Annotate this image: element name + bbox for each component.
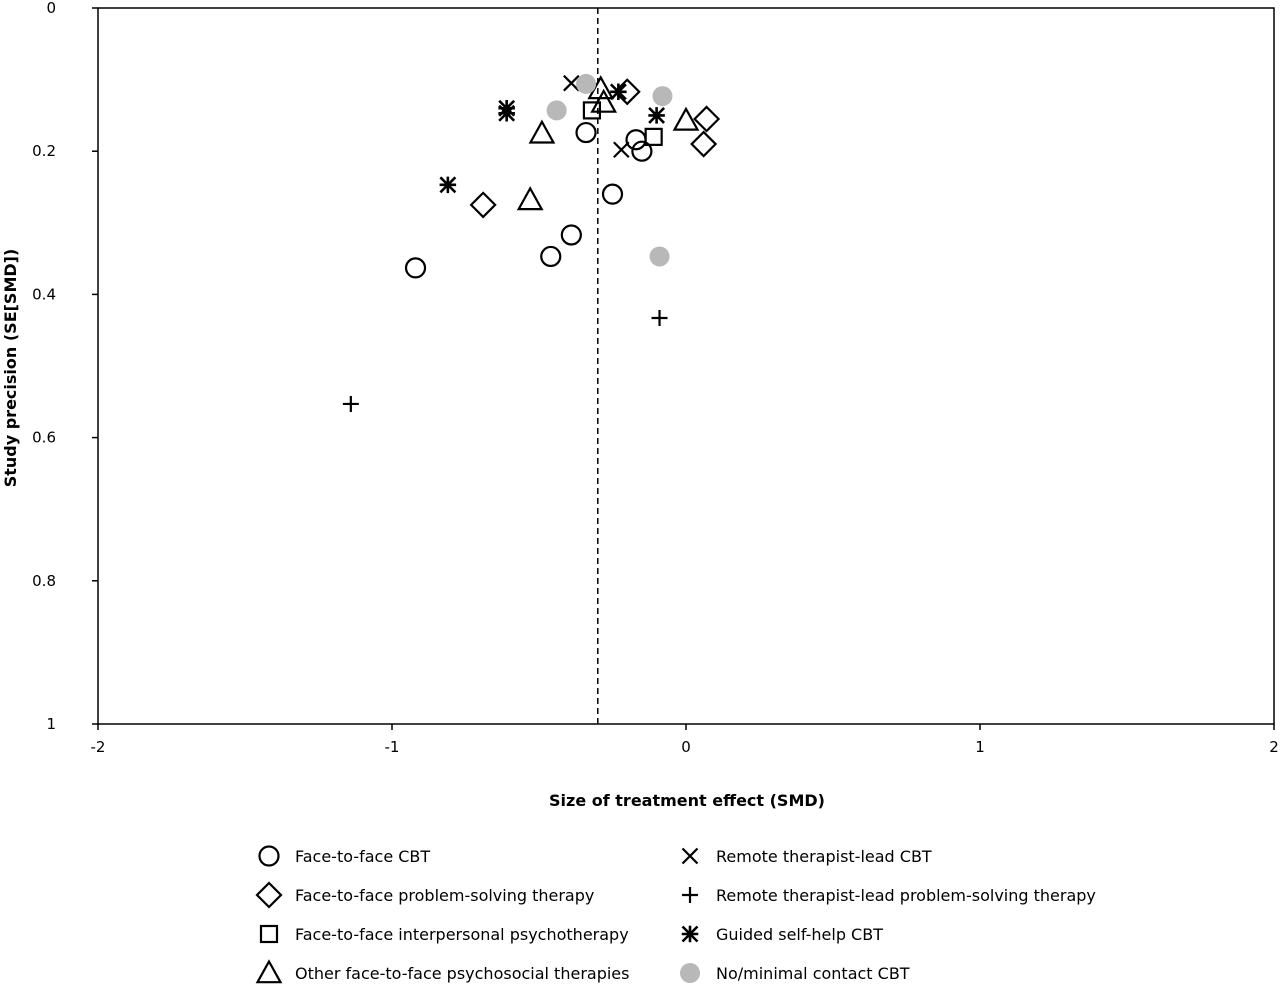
x-tick-label: 2 [1269, 738, 1279, 756]
legend-item: Remote therapist-lead CBT [681, 847, 932, 866]
data-point [613, 141, 630, 159]
series-square-open [582, 101, 663, 146]
data-point [342, 395, 359, 412]
data-point [693, 105, 721, 133]
legend-marker [258, 845, 280, 867]
series-circle-open [404, 121, 653, 279]
plot-border [97, 7, 1275, 725]
legend: Face-to-face CBT Face-to-face problem-sol… [255, 845, 1096, 984]
series-diamond-open [469, 78, 721, 219]
data-point [404, 257, 427, 279]
legend-item: Face-to-face interpersonal psychotherapy [259, 924, 629, 944]
data-point [631, 140, 653, 162]
legend-item: No/minimal contact CBT [680, 963, 910, 983]
legend-label: Face-to-face interpersonal psychotherapy [295, 925, 629, 944]
y-tick-label: 0.4 [32, 285, 56, 303]
legend-item: Other face-to-face psychosocial therapie… [255, 959, 629, 984]
data-point [516, 186, 544, 211]
data-point [540, 245, 562, 268]
legend-marker [259, 924, 279, 944]
y-tick-label: 0.8 [32, 572, 56, 590]
legend-label: Face-to-face CBT [295, 847, 430, 866]
series-plus [342, 310, 668, 412]
legend-marker [682, 887, 698, 903]
legend-label: Guided self-help CBT [716, 925, 883, 944]
x-tick-label: -1 [385, 738, 400, 756]
x-tick-label: 1 [975, 738, 985, 756]
data-point [690, 130, 718, 158]
data-point [590, 88, 618, 113]
legend-label: Remote therapist-lead CBT [716, 847, 932, 866]
data-point [609, 83, 627, 101]
data-point [652, 86, 673, 107]
data-point [651, 310, 668, 327]
data-point [582, 101, 602, 120]
x-tick-label: 0 [681, 738, 691, 756]
y-tick-label: 0.6 [32, 429, 56, 447]
legend-label: Other face-to-face psychosocial therapie… [295, 964, 629, 983]
y-tick-label: 0 [46, 0, 56, 17]
y-tick-label: 0.2 [32, 142, 56, 160]
data-point [563, 74, 580, 92]
legend-label: No/minimal contact CBT [716, 964, 910, 983]
data-point [644, 127, 663, 146]
data-point [648, 106, 666, 124]
data-point [576, 73, 597, 94]
data-point [498, 104, 516, 122]
series-x [563, 74, 630, 159]
data-point [469, 191, 497, 219]
legend-item: Face-to-face problem-solving therapy [255, 881, 594, 909]
legend-marker [681, 925, 699, 943]
data-point [546, 100, 567, 121]
data-point [575, 121, 597, 144]
legend-item: Remote therapist-lead problem-solving th… [682, 886, 1096, 905]
data-point [439, 176, 457, 194]
plot-area [97, 7, 1275, 725]
legend-marker [255, 959, 283, 984]
legend-marker [681, 847, 699, 865]
data-point [601, 183, 624, 205]
data-point [528, 119, 556, 144]
legend-item: Face-to-face CBT [258, 845, 430, 867]
data-point [625, 129, 647, 151]
data-point [560, 224, 582, 246]
axes: -2 -1 0 1 2 0 0.2 0.4 0.6 0.8 1 [32, 0, 1279, 756]
y-axis-title: Study precision (SE[SMD]) [1, 249, 20, 488]
data-point [672, 106, 700, 131]
legend-label: Face-to-face problem-solving therapy [295, 886, 594, 905]
data-points [342, 73, 721, 412]
y-tick-label: 1 [46, 715, 56, 733]
series-asterisk [439, 83, 666, 194]
legend-marker [255, 881, 283, 909]
data-point [649, 246, 670, 267]
legend-item: Guided self-help CBT [681, 925, 883, 944]
x-axis-title: Size of treatment effect (SMD) [549, 791, 825, 810]
legend-marker [680, 963, 700, 983]
series-circle-filled [546, 73, 673, 267]
x-tick-label: -2 [91, 738, 106, 756]
legend-label: Remote therapist-lead problem-solving th… [716, 886, 1096, 905]
